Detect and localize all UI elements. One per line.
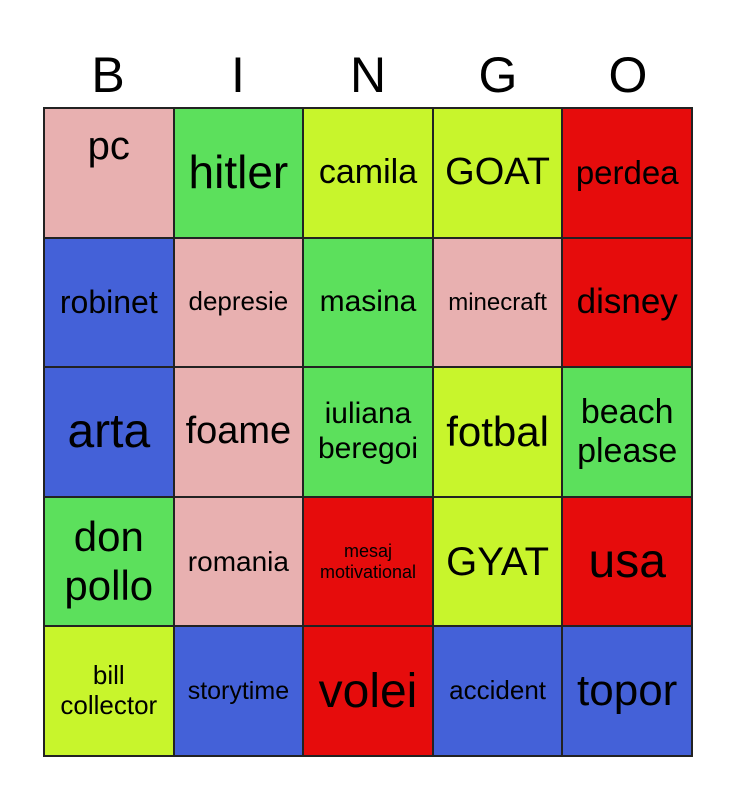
bingo-header: B I N G O — [43, 40, 693, 110]
header-letter-g: G — [478, 47, 518, 103]
bingo-cell[interactable]: storytime — [173, 626, 304, 756]
bingo-cell[interactable]: fotbal — [432, 367, 563, 497]
bingo-cell[interactable]: beach please — [562, 367, 692, 497]
bingo-cell[interactable]: usa — [562, 496, 692, 627]
header-letter-n: N — [349, 47, 387, 103]
bingo-cell[interactable]: camila — [303, 108, 433, 238]
bingo-cell[interactable]: foame — [173, 367, 304, 497]
bingo-cell[interactable]: accident — [432, 626, 563, 756]
bingo-grid: pc hitler camila GOAT perdea robinet depresie m… — [43, 107, 693, 757]
bingo-cell[interactable]: romania — [173, 496, 304, 627]
bingo-cell[interactable]: pc — [44, 108, 174, 238]
bingo-cell[interactable]: masina — [303, 237, 433, 368]
bingo-cell[interactable]: hitler — [173, 108, 304, 238]
bingo-cell[interactable]: bill collector — [44, 626, 174, 756]
bingo-cell[interactable]: mesaj motivational — [303, 496, 433, 627]
bingo-cell[interactable]: GYAT — [432, 496, 563, 627]
bingo-cell[interactable]: don pollo — [44, 496, 174, 627]
bingo-cell[interactable]: iuliana beregoi — [303, 367, 433, 497]
header-letter-o: O — [608, 47, 648, 103]
header-letter-i: I — [231, 47, 245, 103]
bingo-cell[interactable]: robinet — [44, 237, 174, 368]
bingo-cell[interactable]: disney — [562, 237, 692, 368]
bingo-cell[interactable]: topor — [562, 626, 692, 756]
bingo-cell[interactable]: volei — [303, 626, 433, 756]
bingo-cell[interactable]: minecraft — [432, 237, 563, 368]
bingo-cell[interactable]: GOAT — [432, 108, 563, 238]
bingo-cell[interactable]: depresie — [173, 237, 304, 368]
bingo-cell[interactable]: arta — [44, 367, 174, 497]
header-letter-b: B — [91, 47, 125, 103]
bingo-cell[interactable]: perdea — [562, 108, 692, 238]
